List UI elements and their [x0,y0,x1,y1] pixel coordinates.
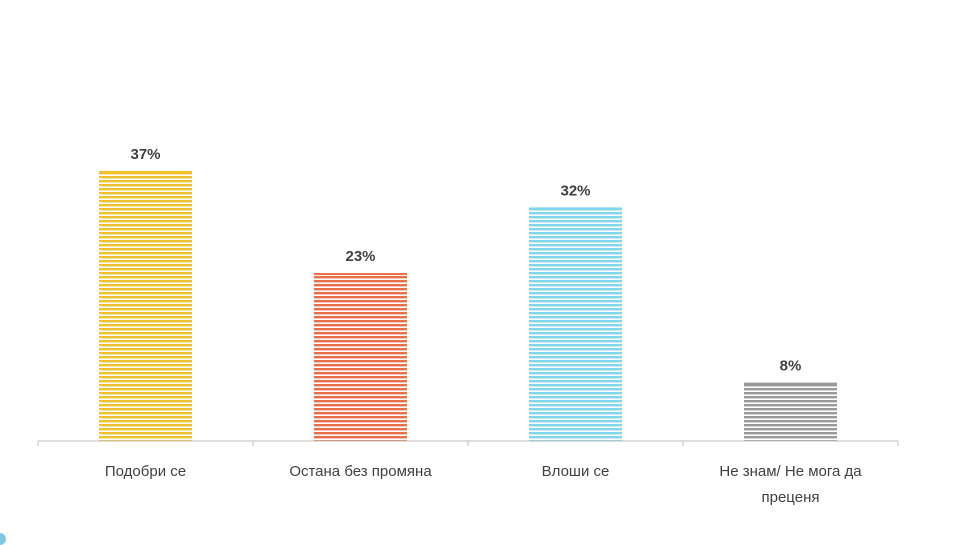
bar-3 [529,207,622,441]
category-label: Подобри се [105,463,186,480]
category-label: преценя [762,489,820,506]
category-label: Влоши се [542,463,610,480]
bars-group [99,170,837,441]
bar-top-edge [744,382,837,385]
bar-top-edge [529,207,622,210]
value-label: 32% [560,182,590,199]
category-label: Остана без промяна [289,463,432,480]
bar-4 [744,382,837,441]
value-label: 8% [780,358,802,375]
category-label: Не знам/ Не мога да [719,463,862,480]
bar-2 [314,273,407,441]
value-labels-group: 37% 23% 32% 8% [130,146,801,375]
category-labels-group: Подобри се Остана без промяна Влоши се Не з… [105,463,862,506]
bar-top-edge [99,170,192,173]
value-label: 37% [130,146,160,163]
bar-1 [99,170,192,441]
bar-top-edge [314,273,407,276]
value-label: 23% [345,248,375,265]
x-axis-ticks [37,441,899,446]
